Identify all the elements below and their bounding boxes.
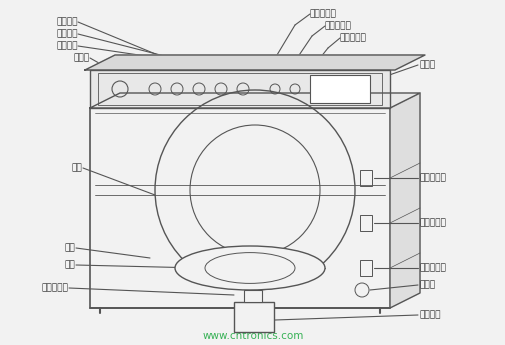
Bar [90, 108, 389, 308]
Text: www.cntronics.com: www.cntronics.com [202, 331, 303, 341]
Text: 低水位开关: 低水位开关 [419, 264, 446, 273]
Polygon shape [389, 93, 419, 308]
Text: 中水位按钮: 中水位按钮 [324, 21, 351, 30]
Text: 低水位按钮: 低水位按钮 [339, 33, 366, 42]
Text: 停止按钮: 停止按钮 [57, 18, 78, 27]
Text: 排水口: 排水口 [419, 280, 435, 289]
Ellipse shape [205, 253, 294, 283]
Bar [98, 73, 381, 105]
Bar [359, 215, 371, 231]
Text: 启动按钮: 启动按钮 [57, 41, 78, 50]
Text: 排水按钮: 排水按钮 [57, 30, 78, 39]
Text: 进水口: 进水口 [74, 53, 90, 62]
Text: 显示器: 显示器 [419, 60, 435, 69]
Text: 内桶: 内桶 [71, 164, 82, 172]
Text: 高水位开关: 高水位开关 [419, 174, 446, 183]
Bar [233, 302, 274, 332]
Bar [310, 75, 369, 103]
Polygon shape [85, 55, 424, 70]
Bar [90, 70, 389, 108]
Bar [359, 170, 371, 186]
Ellipse shape [175, 246, 324, 290]
Text: 高水位按钮: 高水位按钮 [310, 10, 336, 19]
Bar [243, 290, 262, 302]
Text: 洗涤电机: 洗涤电机 [419, 310, 441, 319]
Text: 外桶: 外桶 [64, 244, 75, 253]
Text: 电磁离合器: 电磁离合器 [41, 284, 68, 293]
Bar [359, 260, 371, 276]
Polygon shape [90, 93, 419, 108]
Text: 中水位开关: 中水位开关 [419, 218, 446, 227]
Text: 拨盘: 拨盘 [64, 260, 75, 269]
